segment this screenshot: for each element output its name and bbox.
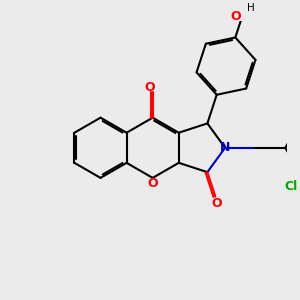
Text: N: N bbox=[220, 141, 230, 154]
Text: O: O bbox=[212, 197, 222, 210]
Text: Cl: Cl bbox=[285, 180, 298, 193]
Text: O: O bbox=[147, 177, 158, 190]
Text: O: O bbox=[144, 80, 154, 94]
Text: O: O bbox=[231, 11, 241, 23]
Text: H: H bbox=[247, 3, 254, 14]
